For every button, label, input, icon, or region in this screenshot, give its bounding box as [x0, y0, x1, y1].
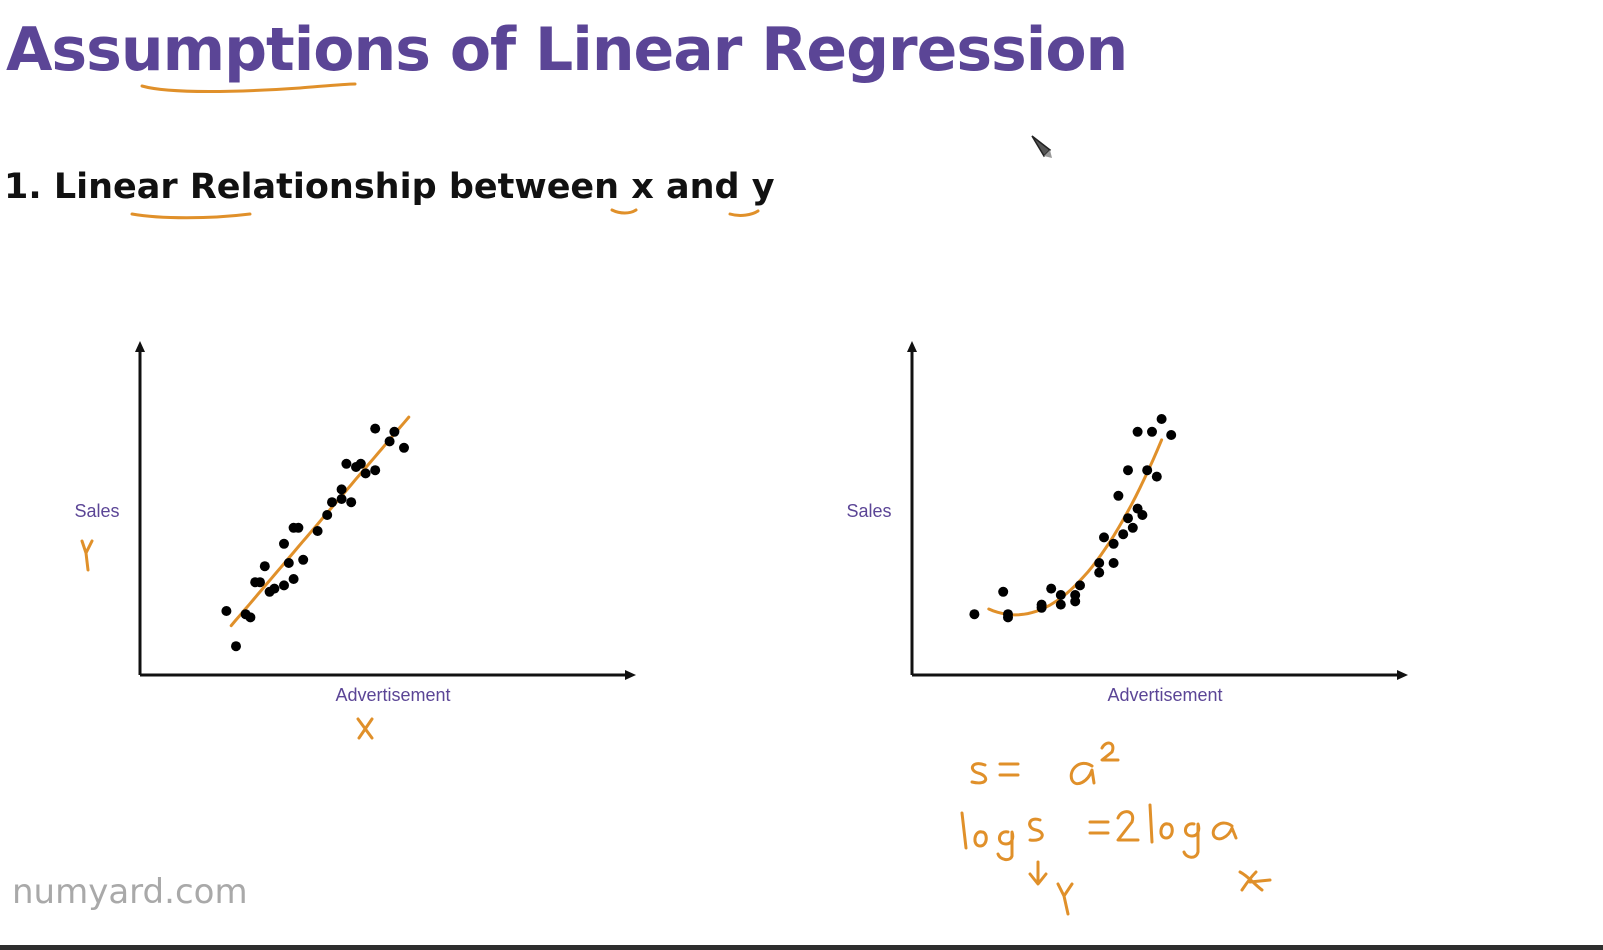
data-point-0: [969, 609, 980, 620]
slide-subtitle: 1. Linear Relationship between x and y: [4, 167, 775, 207]
data-point-30: [399, 442, 409, 453]
data-point-9: [279, 580, 289, 591]
bottom-rule: [0, 945, 1603, 950]
data-point-19: [336, 494, 347, 504]
data-point-0: [221, 606, 232, 616]
chart-linear: Sales Advertisement: [74, 341, 636, 705]
data-point-26: [1147, 426, 1157, 437]
data-point-22: [341, 458, 352, 469]
data-point-14: [293, 522, 304, 533]
data-point-26: [370, 465, 381, 476]
data-point-18: [327, 497, 337, 508]
data-point-10: [279, 538, 289, 549]
handwritten-equation-2: [960, 803, 1272, 916]
data-point-11: [283, 558, 294, 568]
eq2-x: [1238, 870, 1272, 892]
eq2-2: [1116, 810, 1140, 842]
eq1-s: [970, 762, 988, 785]
handwritten-equation-1: [970, 741, 1120, 786]
data-points: [221, 423, 409, 652]
data-point-23: [1137, 510, 1148, 520]
eq1-a: [1069, 761, 1096, 786]
data-point-5: [1036, 602, 1047, 613]
data-point-19: [1123, 465, 1133, 476]
data-point-6: [259, 561, 270, 572]
data-point-13: [1094, 567, 1105, 578]
data-point-16: [1108, 538, 1119, 549]
data-point-20: [1123, 513, 1133, 524]
data-point-25: [1142, 465, 1153, 476]
data-point-16: [312, 526, 323, 536]
y-axis-label: Sales: [74, 501, 119, 521]
data-point-28: [1156, 414, 1167, 424]
eq2-log-a: [1148, 803, 1238, 859]
data-point-8: [269, 583, 280, 594]
data-point-5: [255, 577, 265, 588]
watermark: numyard.com: [12, 872, 248, 912]
data-point-29: [389, 426, 400, 437]
data-point-17: [322, 510, 333, 520]
data-point-1: [998, 586, 1009, 597]
data-point-3: [1003, 612, 1013, 623]
data-point-10: [1070, 596, 1081, 607]
data-point-21: [1127, 522, 1138, 533]
axes: [907, 341, 1408, 680]
axes: [135, 341, 636, 680]
data-point-20: [336, 484, 347, 495]
data-point-27: [1151, 471, 1162, 482]
chart-nonlinear: Sales Advertisement: [846, 341, 1408, 705]
data-point-15: [298, 554, 309, 565]
x-axis-label: Advertisement: [1107, 685, 1222, 705]
y-axis-label: Sales: [846, 501, 891, 521]
eq2-arrow-down: [1028, 860, 1048, 886]
data-points: [969, 414, 1177, 623]
y-axis-arrow: [907, 341, 917, 352]
data-point-18: [1118, 529, 1129, 540]
data-point-1: [231, 641, 241, 652]
data-point-12: [288, 574, 299, 584]
eq2-log: [960, 811, 1015, 862]
data-point-21: [346, 497, 357, 508]
data-point-7: [1055, 590, 1066, 600]
eq2-y: [1056, 882, 1074, 916]
underline-relationship: [130, 212, 252, 220]
data-point-8: [1055, 599, 1066, 610]
eq1-exponent-2: [1100, 741, 1120, 762]
data-point-29: [1166, 430, 1177, 440]
eq2-s: [1028, 817, 1044, 842]
x-axis-arrow: [1397, 670, 1408, 680]
x-axis-label: Advertisement: [335, 685, 450, 705]
data-point-12: [1094, 558, 1105, 568]
x-axis-arrow: [625, 670, 636, 680]
data-point-24: [1132, 426, 1143, 437]
data-point-17: [1113, 490, 1124, 501]
slide-title: Assumptions of Linear Regression: [6, 15, 1128, 85]
fit-line: [229, 415, 411, 628]
data-point-25: [360, 468, 371, 479]
data-point-24: [355, 458, 366, 469]
eq2-equals: [1088, 820, 1110, 835]
data-point-14: [1099, 532, 1109, 543]
data-point-28: [384, 436, 395, 447]
eq1-equals: [998, 762, 1020, 777]
y-axis-arrow: [135, 341, 145, 352]
data-point-6: [1046, 583, 1057, 594]
data-point-27: [370, 423, 381, 434]
data-point-15: [1108, 558, 1119, 568]
data-point-11: [1075, 580, 1085, 591]
data-point-3: [245, 612, 256, 623]
